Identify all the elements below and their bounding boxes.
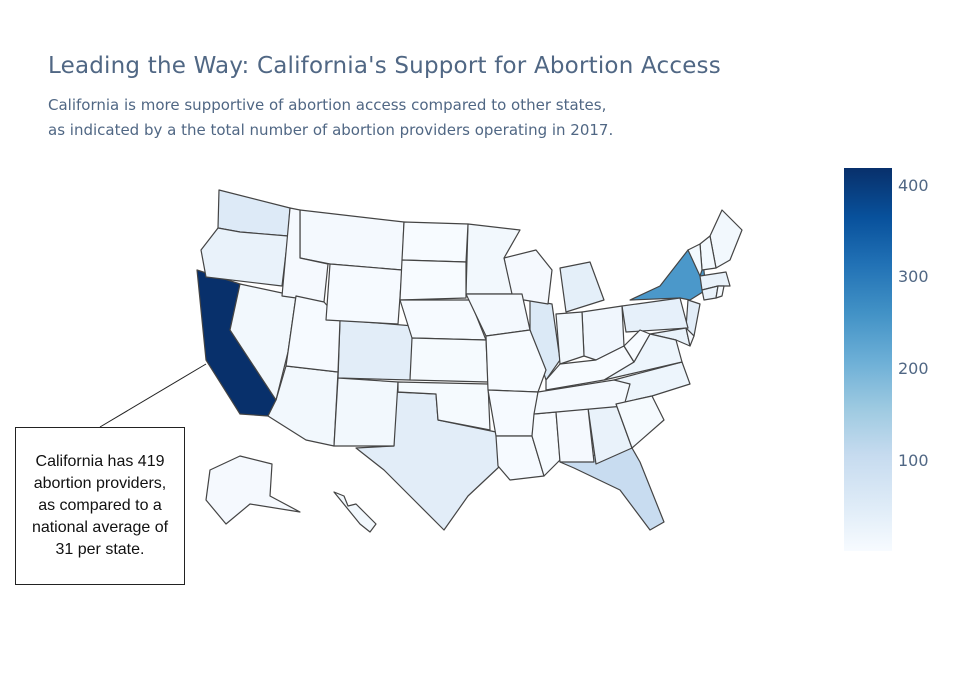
state-la[interactable] bbox=[495, 435, 545, 481]
state-mo[interactable] bbox=[485, 329, 547, 393]
state-in[interactable] bbox=[555, 311, 585, 365]
state-fl[interactable] bbox=[559, 447, 665, 531]
state-sc[interactable] bbox=[615, 395, 665, 449]
chart-title: Leading the Way: California's Support fo… bbox=[48, 53, 721, 79]
state-nm[interactable] bbox=[333, 377, 399, 447]
state-vt[interactable] bbox=[687, 243, 703, 277]
state-pa[interactable] bbox=[621, 297, 689, 333]
state-wy[interactable] bbox=[325, 263, 403, 325]
state-sd[interactable] bbox=[399, 259, 467, 301]
state-ri[interactable] bbox=[715, 285, 725, 299]
state-ak[interactable] bbox=[205, 455, 301, 525]
state-mi[interactable] bbox=[559, 261, 605, 313]
state-nd[interactable] bbox=[401, 221, 469, 263]
state-wa[interactable] bbox=[217, 189, 291, 237]
colorbar-tick-300: 300 bbox=[898, 267, 929, 286]
chart-subtitle: California is more supportive of abortio… bbox=[48, 96, 614, 139]
state-tn[interactable] bbox=[533, 379, 631, 415]
colorbar-tick-200: 200 bbox=[898, 359, 929, 378]
annotation-callout: California has 419 abortion providers, a… bbox=[15, 427, 185, 585]
state-or[interactable] bbox=[200, 227, 289, 287]
state-de[interactable] bbox=[685, 327, 695, 347]
colorbar bbox=[844, 168, 892, 551]
state-id[interactable] bbox=[281, 207, 329, 303]
colorbar-tick-100: 100 bbox=[898, 451, 929, 470]
colorbar-tick-400: 400 bbox=[898, 176, 929, 195]
state-hi[interactable] bbox=[333, 491, 377, 533]
state-ny[interactable] bbox=[629, 249, 707, 301]
state-ks[interactable] bbox=[409, 337, 489, 383]
state-al[interactable] bbox=[555, 407, 595, 463]
state-wv[interactable] bbox=[623, 329, 651, 363]
state-co[interactable] bbox=[337, 319, 415, 381]
state-ar[interactable] bbox=[487, 389, 539, 437]
annotation-arrow bbox=[99, 363, 207, 428]
